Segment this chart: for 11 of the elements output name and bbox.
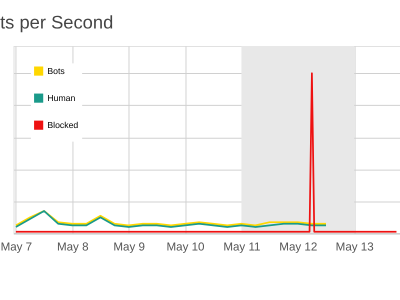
legend-label: Blocked: [47, 120, 78, 130]
x-tick-label: May 8: [56, 241, 89, 254]
chart-title: ts per Second: [0, 12, 114, 33]
x-tick-label: May 11: [223, 241, 260, 254]
x-tick-label: May 13: [336, 241, 374, 254]
x-tick-label: May 12: [279, 241, 318, 254]
legend-label: Bots: [47, 66, 66, 76]
x-tick-label: May 10: [166, 241, 204, 254]
x-tick-label: May 9: [113, 241, 145, 254]
x-tick-label: May 7: [0, 241, 32, 254]
legend-label: Human: [47, 93, 76, 104]
